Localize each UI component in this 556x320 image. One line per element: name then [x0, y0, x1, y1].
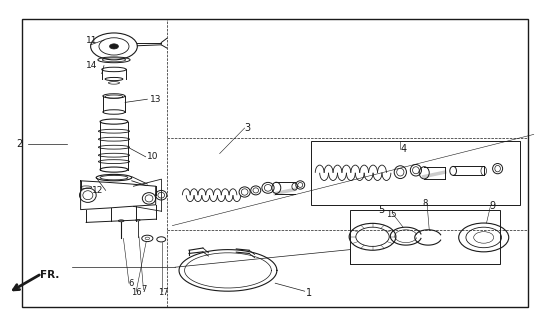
Bar: [350, 210, 500, 264]
Text: 16: 16: [131, 288, 141, 297]
Text: 2: 2: [17, 139, 23, 149]
Text: 8: 8: [423, 199, 428, 208]
Text: 11: 11: [86, 36, 98, 44]
Text: 7: 7: [142, 285, 147, 294]
Text: 10: 10: [147, 152, 159, 161]
Text: FR.: FR.: [40, 270, 59, 280]
Text: 9: 9: [489, 201, 495, 212]
Text: 13: 13: [150, 95, 162, 104]
Text: 12: 12: [92, 186, 103, 195]
Text: 5: 5: [378, 204, 384, 215]
Bar: [311, 141, 520, 205]
Text: 14: 14: [86, 61, 97, 70]
Text: 17: 17: [158, 288, 169, 297]
Circle shape: [110, 44, 118, 49]
Text: 15: 15: [386, 210, 397, 219]
Bar: [22, 19, 528, 307]
Text: 1: 1: [306, 288, 312, 298]
Text: 4: 4: [400, 144, 406, 154]
Text: 3: 3: [245, 123, 251, 133]
Text: 6: 6: [128, 279, 133, 288]
